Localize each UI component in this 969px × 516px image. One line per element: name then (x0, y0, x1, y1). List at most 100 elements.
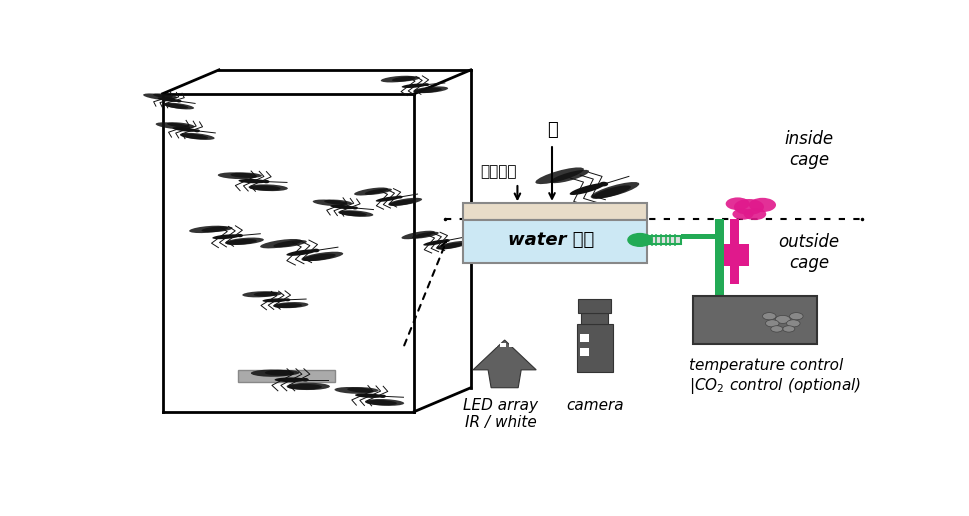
Polygon shape (212, 234, 240, 239)
Bar (680, 234, 714, 239)
Polygon shape (590, 182, 639, 199)
Polygon shape (192, 228, 231, 235)
Circle shape (786, 320, 799, 327)
Bar (579, 334, 588, 342)
Polygon shape (384, 203, 412, 208)
Circle shape (789, 313, 802, 320)
Polygon shape (247, 294, 281, 301)
Text: inside
cage: inside cage (784, 130, 832, 169)
Bar (580, 313, 608, 324)
Polygon shape (157, 98, 179, 102)
Circle shape (770, 326, 782, 332)
Polygon shape (358, 191, 392, 198)
Polygon shape (274, 377, 306, 382)
Polygon shape (179, 133, 214, 140)
Polygon shape (569, 183, 605, 195)
Polygon shape (269, 304, 303, 312)
Polygon shape (287, 383, 329, 390)
Polygon shape (422, 240, 448, 246)
Polygon shape (365, 400, 396, 406)
Polygon shape (435, 241, 469, 249)
Bar (500, 343, 506, 347)
Polygon shape (222, 241, 254, 247)
Polygon shape (436, 243, 463, 249)
Text: camera: camera (566, 398, 623, 413)
Polygon shape (535, 168, 583, 184)
Circle shape (301, 378, 308, 382)
Polygon shape (322, 199, 350, 203)
Circle shape (352, 205, 358, 208)
Polygon shape (238, 178, 266, 184)
Bar (490, 343, 496, 347)
Circle shape (762, 313, 775, 320)
Circle shape (732, 208, 753, 220)
Bar (692, 296, 816, 344)
Polygon shape (368, 191, 397, 197)
Bar (463, 220, 646, 263)
Polygon shape (341, 210, 369, 215)
Polygon shape (153, 93, 177, 99)
Polygon shape (265, 370, 299, 376)
Circle shape (627, 234, 651, 246)
Polygon shape (254, 181, 284, 189)
Polygon shape (355, 393, 384, 398)
Text: LED array
IR / white: LED array IR / white (463, 398, 538, 430)
Circle shape (774, 315, 790, 324)
Polygon shape (329, 205, 356, 209)
Circle shape (194, 130, 200, 133)
Polygon shape (253, 180, 291, 189)
Polygon shape (591, 185, 630, 199)
Polygon shape (414, 88, 442, 93)
Polygon shape (413, 86, 448, 93)
Polygon shape (167, 122, 195, 128)
Circle shape (782, 326, 794, 332)
Circle shape (263, 177, 268, 181)
Bar (509, 343, 515, 347)
Circle shape (176, 100, 181, 103)
Polygon shape (180, 134, 207, 139)
Circle shape (725, 198, 749, 210)
Polygon shape (251, 369, 294, 377)
Bar (724, 244, 748, 266)
Polygon shape (364, 399, 404, 406)
Circle shape (599, 182, 608, 186)
Polygon shape (172, 127, 198, 132)
Circle shape (313, 252, 320, 255)
Polygon shape (297, 256, 339, 264)
Polygon shape (297, 257, 331, 264)
Text: 인공혁랡: 인공혁랡 (480, 164, 516, 179)
Polygon shape (401, 231, 434, 239)
Circle shape (765, 320, 778, 327)
Polygon shape (549, 170, 588, 183)
Bar (482, 343, 487, 347)
Polygon shape (222, 240, 261, 247)
Polygon shape (277, 243, 312, 249)
Text: outside
cage: outside cage (778, 233, 839, 272)
Polygon shape (269, 304, 297, 311)
Polygon shape (347, 387, 378, 393)
Polygon shape (156, 122, 191, 130)
Circle shape (423, 83, 429, 86)
Polygon shape (310, 198, 346, 204)
Text: water 온수: water 온수 (508, 231, 594, 249)
Polygon shape (215, 168, 252, 178)
Bar (730, 219, 738, 284)
Polygon shape (401, 84, 426, 88)
Polygon shape (340, 209, 376, 215)
Polygon shape (264, 243, 306, 251)
Polygon shape (142, 93, 173, 100)
Polygon shape (227, 169, 257, 176)
Bar (577, 324, 612, 372)
Polygon shape (383, 202, 419, 209)
Polygon shape (164, 103, 194, 109)
Polygon shape (375, 197, 400, 201)
Circle shape (284, 301, 290, 303)
Circle shape (444, 239, 450, 242)
Polygon shape (412, 232, 438, 238)
Circle shape (743, 208, 766, 220)
Circle shape (397, 199, 402, 201)
Polygon shape (287, 384, 322, 390)
Bar (527, 343, 533, 347)
Text: 막: 막 (547, 121, 557, 139)
Polygon shape (263, 298, 288, 303)
